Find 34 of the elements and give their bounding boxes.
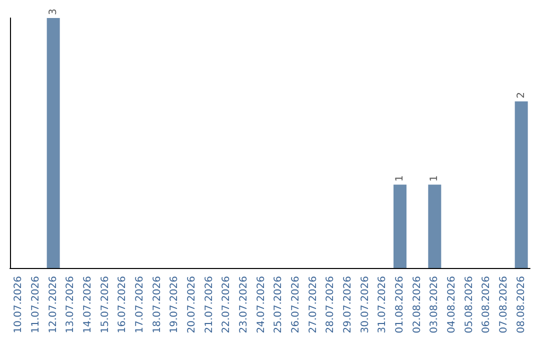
x-tick-label: 16.07.2026 bbox=[117, 276, 128, 334]
x-tick-label: 18.07.2026 bbox=[152, 276, 163, 334]
x-tick-label: 21.07.2026 bbox=[204, 276, 215, 334]
x-tick-label: 10.07.2026 bbox=[13, 276, 24, 334]
data-label: 2 bbox=[516, 92, 527, 98]
x-tick-label: 02.08.2026 bbox=[412, 276, 423, 334]
x-tick-label: 13.07.2026 bbox=[65, 276, 76, 334]
x-tick-label: 04.08.2026 bbox=[446, 276, 458, 334]
x-tick-label: 11.07.2026 bbox=[30, 276, 42, 334]
x-tick-label: 29.07.2026 bbox=[342, 276, 354, 334]
x-tick-label: 12.07.2026 bbox=[48, 276, 59, 334]
data-label: 1 bbox=[429, 175, 440, 182]
x-tick-label: 06.08.2026 bbox=[481, 276, 492, 334]
x-tick-label: 19.07.2026 bbox=[169, 276, 180, 334]
data-label: 1 bbox=[394, 175, 406, 182]
x-tick-label: 27.07.2026 bbox=[308, 276, 319, 334]
x-tick-label: 25.07.2026 bbox=[273, 276, 284, 334]
x-tick-label: 15.07.2026 bbox=[100, 276, 111, 334]
x-tick-label: 05.08.2026 bbox=[464, 276, 475, 334]
x-tick-label: 17.07.2026 bbox=[134, 276, 146, 334]
x-tick-label: 28.07.2026 bbox=[325, 276, 336, 334]
x-tick-label: 14.07.2026 bbox=[82, 276, 94, 334]
x-tick-label: 23.07.2026 bbox=[238, 276, 250, 334]
data-label: 3 bbox=[48, 8, 59, 15]
x-tick-label: 08.08.2026 bbox=[516, 276, 527, 334]
x-tick-label: 01.08.2026 bbox=[394, 276, 406, 334]
x-tick-label: 24.07.2026 bbox=[256, 276, 267, 334]
x-tick-label: 30.07.2026 bbox=[360, 276, 371, 334]
x-tick-label: 26.07.2026 bbox=[290, 276, 302, 334]
x-tick-label: 07.08.2026 bbox=[498, 276, 510, 334]
x-tick-label: 03.08.2026 bbox=[429, 276, 440, 334]
x-tick-label: 22.07.2026 bbox=[221, 276, 232, 334]
x-tick-label: 31.07.2026 bbox=[377, 276, 388, 334]
x-tick-label: 20.07.2026 bbox=[186, 276, 198, 334]
